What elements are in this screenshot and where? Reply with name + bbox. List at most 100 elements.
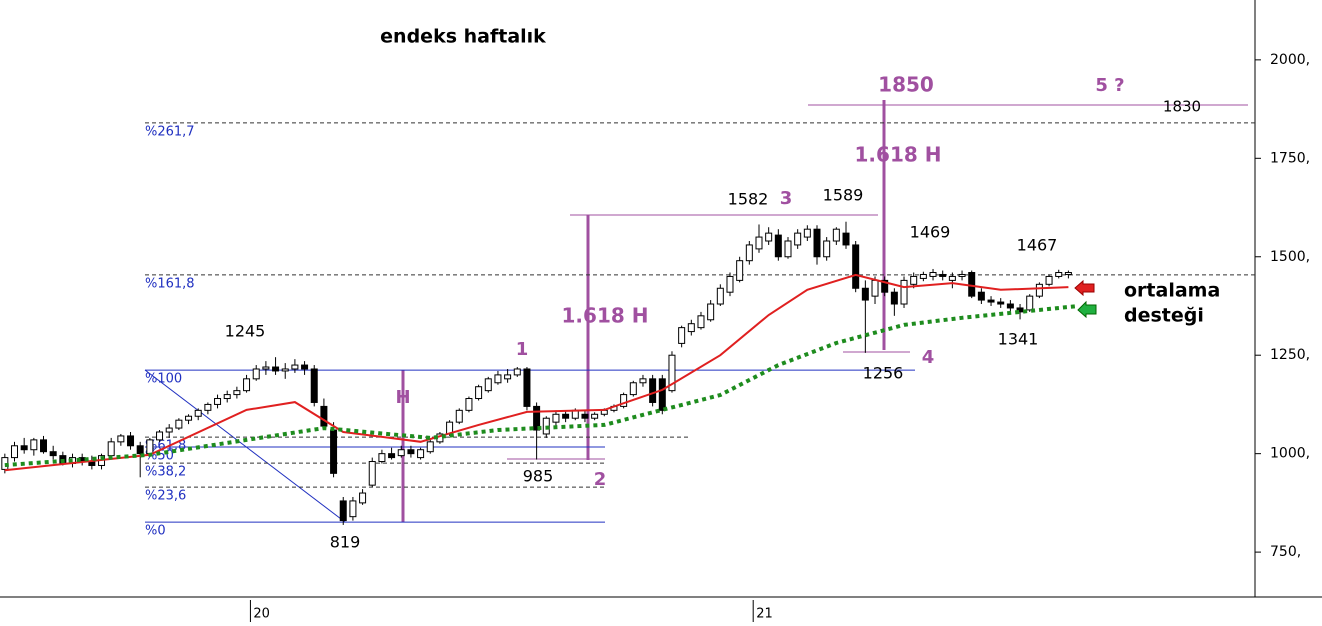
- candle-body: [146, 439, 154, 455]
- candle-body: [388, 453, 396, 459]
- candle-body: [678, 327, 686, 344]
- annotation: 1830: [1163, 98, 1201, 116]
- candle-body: [639, 378, 647, 384]
- candle-body: [871, 279, 879, 297]
- candle-body: [707, 303, 715, 321]
- candle-body: [900, 279, 908, 305]
- candle-body: [494, 374, 502, 384]
- candle-body: [455, 409, 463, 423]
- candle-body: [214, 398, 222, 405]
- candle-body: [823, 240, 831, 258]
- candle-body: [581, 413, 589, 419]
- candle-body: [272, 366, 280, 372]
- candle-body: [107, 441, 115, 457]
- annotation: 1.618 H: [562, 304, 649, 328]
- candle-body: [968, 272, 976, 297]
- fib-label: %38,2: [145, 465, 186, 480]
- candle-body: [794, 232, 802, 246]
- annotation: 1245: [225, 322, 266, 341]
- candle-body: [755, 236, 763, 250]
- x-tick-label: 20: [253, 607, 270, 622]
- candle-body: [1035, 283, 1043, 297]
- candle-body: [397, 449, 405, 457]
- fib-label: %261,7: [145, 124, 195, 139]
- candle-body: [1064, 272, 1072, 275]
- candle-body: [136, 445, 144, 455]
- annotation: 1582: [728, 190, 769, 209]
- candle-body: [552, 413, 560, 423]
- annotation: 1: [516, 339, 529, 360]
- candle-body: [320, 405, 328, 427]
- fib-label: %100: [145, 372, 182, 387]
- candle-body: [716, 287, 724, 305]
- candle-body: [40, 439, 48, 453]
- annotation: 1469: [910, 223, 951, 242]
- annotation: 4: [922, 347, 935, 368]
- candle-body: [523, 368, 531, 407]
- annotation-lines: [401, 100, 1248, 522]
- annotation: 5 ?: [1095, 75, 1124, 96]
- candle-body: [1045, 275, 1053, 285]
- candle-body: [252, 368, 260, 380]
- candle-body: [861, 287, 869, 301]
- candle-body: [687, 323, 695, 333]
- candle-body: [291, 364, 299, 370]
- candle-body: [774, 234, 782, 258]
- candle-body: [910, 275, 918, 285]
- candle-body: [832, 228, 840, 242]
- annotation: 819: [330, 533, 361, 552]
- y-tick-label: 1000,: [1270, 446, 1310, 462]
- candle-body: [939, 273, 947, 277]
- candle-body: [513, 368, 521, 376]
- candle-body: [620, 394, 628, 407]
- candle-body: [194, 409, 202, 417]
- candle-body: [484, 378, 492, 392]
- annotation: ortalama: [1124, 280, 1220, 302]
- candle-body: [1006, 303, 1014, 309]
- candle-body: [368, 461, 376, 486]
- candle-body: [668, 354, 676, 392]
- y-tick-label: 1750,: [1270, 150, 1310, 166]
- annotation: 1.618 H: [855, 143, 942, 167]
- candle-body: [745, 244, 753, 262]
- fib-label: %23,6: [145, 489, 186, 504]
- candle-body: [881, 279, 889, 293]
- annotation: 985: [523, 467, 554, 486]
- candle-body: [165, 427, 173, 433]
- candle-body: [185, 415, 193, 421]
- candle-body: [919, 273, 927, 279]
- y-tick-label: 1250,: [1270, 347, 1310, 363]
- fib-label: %0: [145, 524, 166, 539]
- candle-body: [948, 275, 956, 281]
- candle-body: [629, 382, 637, 396]
- candle-body: [813, 228, 821, 258]
- candle-body: [301, 364, 309, 370]
- candle-body: [765, 232, 773, 242]
- candle-body: [281, 368, 289, 372]
- annotation: H: [395, 387, 410, 408]
- candle-body: [223, 394, 231, 400]
- y-tick-label: 2000,: [1270, 52, 1310, 68]
- candle-body: [330, 429, 338, 474]
- candle-body: [852, 244, 860, 289]
- candle-body: [591, 413, 599, 419]
- annotation: 1850: [878, 73, 934, 97]
- annotation: desteği: [1124, 305, 1204, 327]
- candle-body: [649, 378, 657, 403]
- candle-body: [784, 240, 792, 258]
- candle-body: [465, 398, 473, 411]
- candle-body: [310, 368, 318, 403]
- moving-average: [4, 273, 1069, 472]
- y-tick-label: 1500,: [1270, 249, 1310, 265]
- candle-body: [30, 439, 38, 451]
- candle-body: [233, 390, 241, 396]
- candle-body: [987, 299, 995, 303]
- candle-body: [658, 378, 666, 411]
- candle-body: [736, 260, 744, 281]
- candle-body: [997, 301, 1005, 305]
- candle-body: [504, 374, 512, 380]
- candle-body: [175, 419, 183, 429]
- candle-body: [20, 445, 28, 451]
- candle-body: [359, 492, 367, 504]
